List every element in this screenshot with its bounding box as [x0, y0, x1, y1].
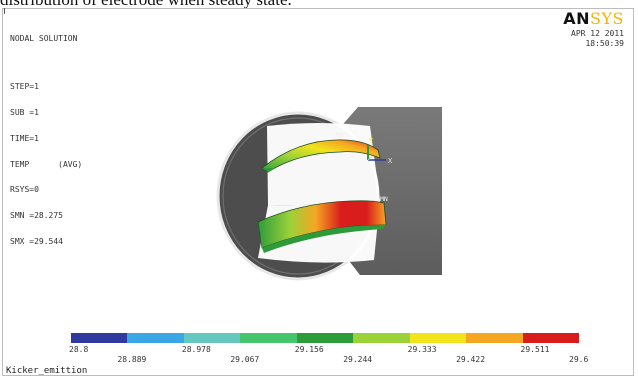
legend-swatch: [183, 333, 241, 343]
axis-y-label: Y: [369, 137, 374, 145]
legend-swatch: [466, 333, 523, 343]
legend-label-top: 28.8: [69, 345, 89, 354]
info-line-rsys: RSYS=0: [10, 185, 39, 195]
legend-label-top: 28.978: [181, 345, 211, 354]
color-legend-bar: [71, 333, 579, 343]
min-marker-label: MN: [380, 195, 388, 203]
date-label: APR 12 2011: [571, 29, 624, 38]
legend-label-top: 29.333: [407, 345, 437, 354]
info-line-sub: SUB =1: [10, 107, 39, 117]
info-line-smx: SMX =29.544: [10, 236, 63, 246]
time-label: 18:50:39: [585, 39, 624, 48]
plot-title: Kicker_emittion: [6, 366, 88, 376]
legend-swatch: [409, 333, 467, 343]
lower-electrode: [257, 200, 387, 253]
legend-label-bottom: 29.244: [343, 355, 373, 364]
info-line-smn: SMN =28.275: [10, 211, 63, 221]
upper-electrode: [261, 139, 381, 173]
legend-label-bottom: 28.889: [117, 355, 147, 364]
figure-caption: distribution of electrode when steady st…: [0, 0, 638, 8]
legend-label-bottom: 29.422: [456, 355, 486, 364]
legend-label-top: 29.511: [520, 345, 550, 354]
legend-swatch: [353, 333, 410, 343]
legend-label-bottom: 29.6: [569, 355, 589, 364]
solution-type-label: NODAL SOLUTION: [10, 34, 78, 44]
legend-swatch: [71, 333, 128, 343]
axis-x-label: X: [388, 157, 393, 165]
info-line-time: TIME=1: [10, 133, 39, 143]
solution-info-panel: NODAL SOLUTION STEP=1 SUB =1 TIME=1 TEMP…: [10, 18, 82, 255]
legend-swatch: [127, 333, 184, 343]
max-marker-label: MX: [336, 131, 344, 139]
window-marker: [4, 8, 5, 14]
legend-swatch: [522, 333, 579, 343]
legend-label-bottom: 29.067: [230, 355, 260, 364]
axis-triad: [367, 145, 386, 161]
legend-label-top: 29.156: [294, 345, 324, 354]
date-time-stamp: APR 12 2011 18:50:39: [571, 29, 624, 49]
ansys-logo: ANSYS: [563, 9, 624, 28]
info-line-step: STEP=1: [10, 82, 39, 92]
legend-swatch: [240, 333, 297, 343]
legend-swatch: [296, 333, 354, 343]
info-line-temp: TEMP (AVG): [10, 159, 83, 169]
